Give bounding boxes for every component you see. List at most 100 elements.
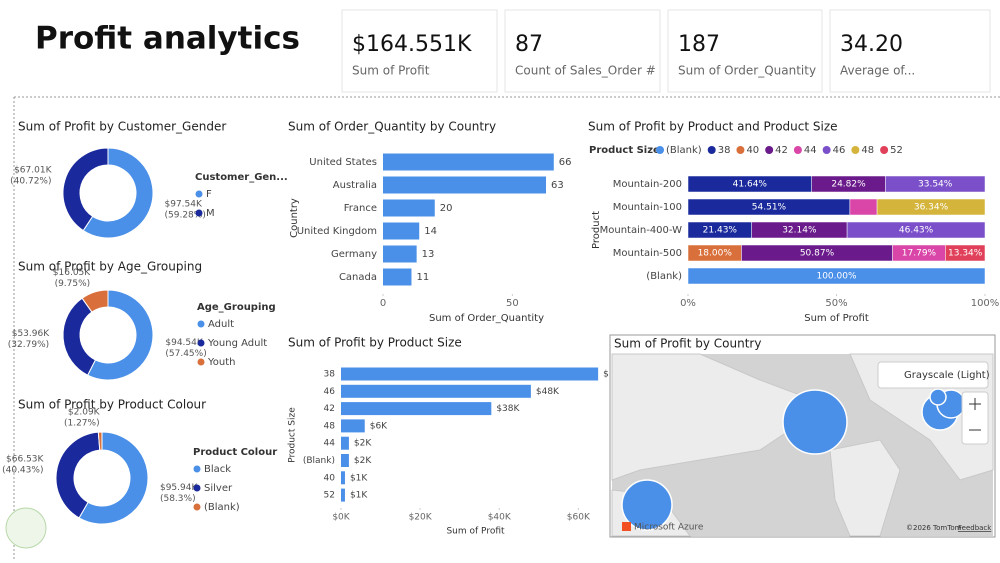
legend-swatch bbox=[193, 465, 201, 473]
donut-slice bbox=[82, 147, 154, 239]
kpi-label: Sum of Profit bbox=[352, 64, 430, 78]
y-tick-label: Canada bbox=[339, 272, 377, 283]
y-tick-label: 44 bbox=[324, 439, 336, 449]
y-tick-label: (Blank) bbox=[646, 271, 682, 282]
data-label: 50.87% bbox=[800, 249, 835, 259]
y-tick-label: (Blank) bbox=[303, 456, 335, 466]
map-zoom-controls[interactable] bbox=[961, 391, 989, 445]
bar bbox=[383, 199, 435, 217]
x-tick-label: 0 bbox=[380, 298, 386, 309]
data-label: 13.34% bbox=[948, 249, 983, 259]
legend-label: Adult bbox=[208, 319, 234, 330]
legend-swatch bbox=[656, 146, 664, 154]
legend-swatch bbox=[851, 146, 860, 154]
data-label: 17.79% bbox=[902, 249, 937, 259]
legend-label: Silver bbox=[204, 483, 233, 494]
legend-label: 52 bbox=[890, 145, 903, 156]
map-feedback[interactable]: Feedback bbox=[958, 524, 992, 532]
legend-swatch bbox=[197, 358, 205, 366]
legend-swatch bbox=[765, 146, 774, 154]
legend-label: Black bbox=[204, 464, 231, 475]
kpi-label: Count of Sales_Order # bbox=[515, 64, 656, 78]
legend-label: 48 bbox=[861, 145, 874, 156]
bar bbox=[341, 488, 345, 502]
bar bbox=[341, 384, 531, 398]
data-label: 20 bbox=[440, 203, 453, 214]
donut-slice bbox=[87, 289, 154, 381]
bar bbox=[341, 454, 349, 467]
kpi-label: Sum of Order_Quantity bbox=[678, 64, 816, 78]
map-copyright: ©2026 TomTom bbox=[906, 524, 962, 532]
logo bbox=[5, 507, 47, 549]
x-axis-label: Sum of Profit bbox=[446, 527, 505, 537]
y-tick-label: Mountain-200 bbox=[613, 179, 682, 190]
bar bbox=[341, 436, 349, 450]
slice-percent-label: (40.43%) bbox=[2, 465, 43, 475]
legend-label: M bbox=[206, 208, 215, 219]
legend-swatch bbox=[195, 209, 203, 217]
legend-title: Product Colour bbox=[193, 447, 277, 458]
x-tick-label: 100% bbox=[971, 298, 1000, 309]
legend-swatch bbox=[197, 339, 205, 347]
legend-label: 40 bbox=[746, 145, 759, 156]
y-axis-label: Country bbox=[289, 198, 300, 238]
bar bbox=[383, 222, 420, 240]
y-tick-label: 40 bbox=[324, 473, 336, 483]
slice-percent-label: (57.45%) bbox=[165, 349, 206, 359]
bar-segment bbox=[945, 244, 986, 262]
bar bbox=[341, 367, 599, 381]
map-style-button[interactable] bbox=[877, 361, 989, 389]
data-label: 100.00% bbox=[816, 272, 856, 282]
kpi-card bbox=[341, 9, 498, 93]
y-tick-label: 48 bbox=[324, 421, 336, 431]
donut-slice bbox=[97, 431, 103, 451]
legend-label: (Blank) bbox=[666, 145, 702, 156]
y-tick-label: Germany bbox=[331, 249, 377, 260]
kpi-value: 187 bbox=[678, 32, 720, 57]
data-label: 36.34% bbox=[914, 203, 949, 213]
data-label: 24.82% bbox=[831, 180, 866, 190]
bar-segment bbox=[687, 267, 986, 285]
slice-percent-label: (58.3%) bbox=[160, 494, 196, 504]
data-label: $1K bbox=[350, 473, 368, 483]
slice-value-label: $66.53K bbox=[6, 454, 44, 464]
data-label: $48K bbox=[536, 387, 560, 397]
data-label: 46.43% bbox=[899, 226, 934, 236]
data-label: $6K bbox=[370, 421, 388, 431]
y-tick-label: Australia bbox=[333, 180, 377, 191]
y-tick-label: 42 bbox=[324, 404, 335, 414]
kpi-label: Average of... bbox=[840, 64, 915, 78]
donut-slice bbox=[62, 147, 109, 232]
legend-swatch bbox=[822, 146, 831, 154]
chart-title: Sum of Order_Quantity by Country bbox=[288, 120, 496, 134]
y-tick-label: 46 bbox=[324, 387, 336, 397]
legend-title: Product Size bbox=[589, 145, 660, 156]
legend-label: F bbox=[206, 189, 212, 200]
legend-swatch bbox=[193, 484, 201, 492]
data-label: $1K bbox=[350, 491, 368, 501]
x-tick-label: $60K bbox=[567, 513, 591, 523]
legend-label: Youth bbox=[207, 357, 236, 368]
kpi-value: 34.20 bbox=[840, 32, 903, 57]
data-label: 32.14% bbox=[782, 226, 817, 236]
data-label: 33.54% bbox=[918, 180, 953, 190]
donut-slice bbox=[78, 431, 149, 525]
bar-segment bbox=[876, 198, 986, 216]
slice-value-label: $16.05K bbox=[53, 268, 91, 278]
map-land bbox=[611, 353, 801, 481]
x-tick-label: $40K bbox=[488, 513, 512, 523]
bar bbox=[383, 245, 417, 263]
legend-swatch bbox=[193, 503, 201, 511]
map-title: Sum of Profit by Country bbox=[614, 337, 761, 351]
legend-swatch bbox=[197, 320, 205, 328]
bar bbox=[341, 419, 365, 433]
kpi-card bbox=[667, 9, 823, 93]
chart-title: Sum of Profit by Product Colour bbox=[18, 398, 206, 412]
kpi-card bbox=[504, 9, 661, 93]
data-label: 63 bbox=[551, 180, 564, 191]
chart-title: Sum of Profit by Product and Product Siz… bbox=[588, 120, 838, 134]
y-tick-label: Mountain-100 bbox=[613, 202, 682, 213]
y-tick-label: 52 bbox=[324, 491, 335, 501]
data-label: $38K bbox=[496, 404, 520, 414]
